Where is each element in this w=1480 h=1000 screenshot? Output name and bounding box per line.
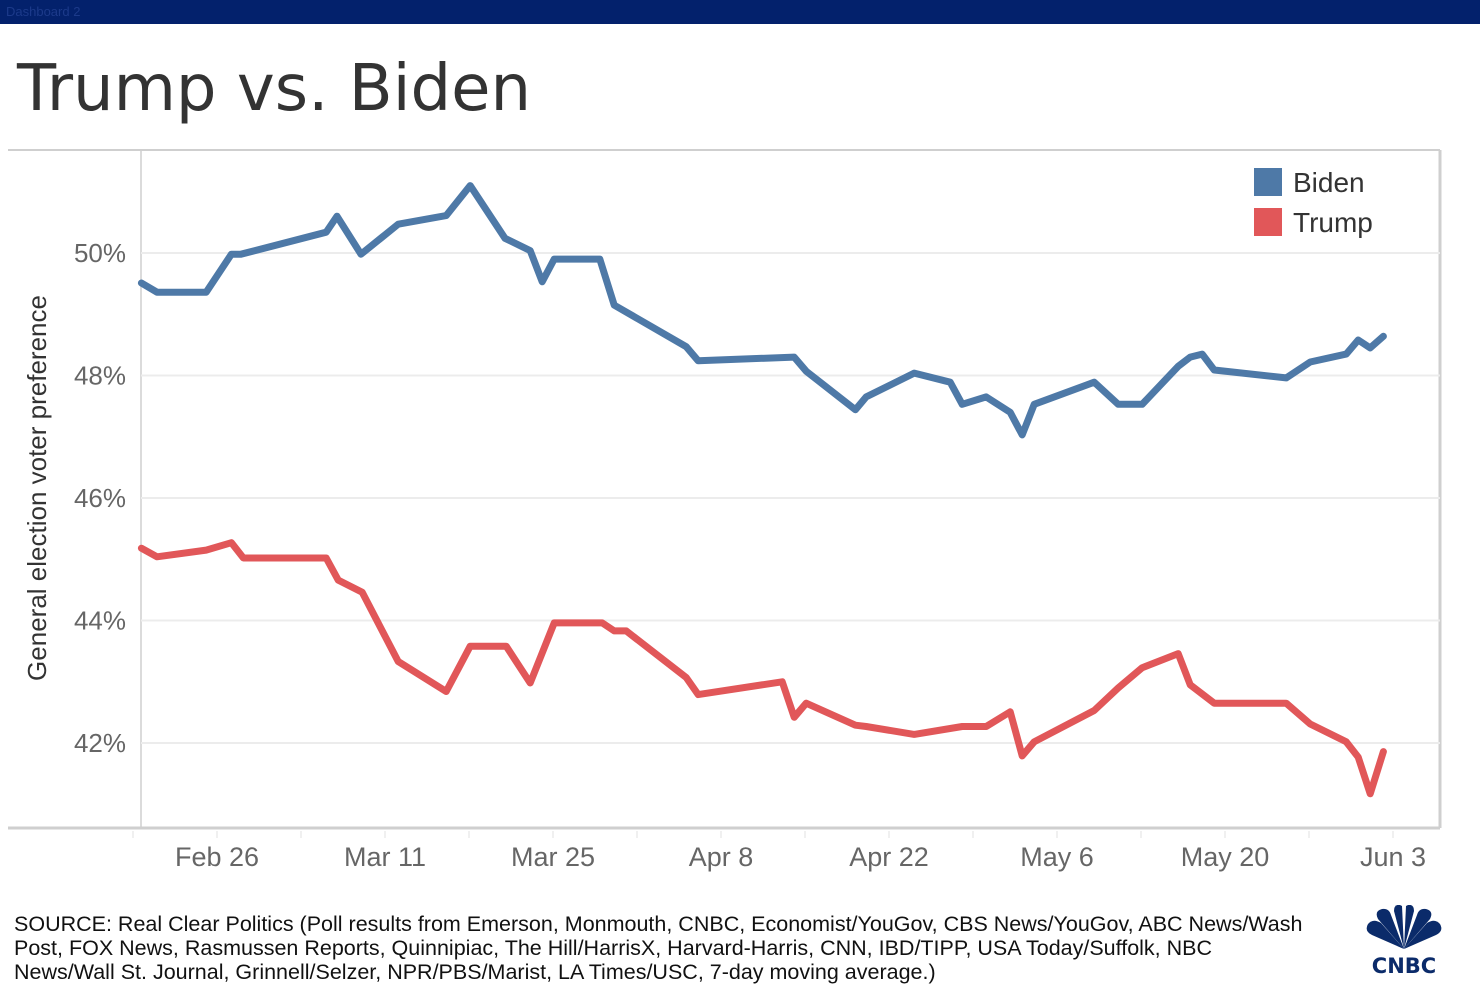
cnbc-logo-text: CNBC [1372, 954, 1436, 977]
legend: Biden Trump [1254, 167, 1373, 238]
x-tick-label: Jun 3 [1360, 842, 1426, 872]
legend-label-biden: Biden [1293, 167, 1365, 198]
x-tick-label: Feb 26 [175, 842, 259, 872]
cnbc-logo-icon: CNBC [1366, 905, 1442, 977]
y-tick-label: 50% [74, 238, 126, 268]
legend-swatch-trump [1254, 208, 1282, 236]
window-title: Dashboard 2 [6, 4, 81, 19]
gridlines [141, 252, 1440, 744]
series-line-trump [137, 539, 1387, 798]
series-line-biden [137, 182, 1387, 439]
x-tick-label: May 20 [1181, 842, 1270, 872]
page-title: Trump vs. Biden [17, 52, 532, 126]
legend-swatch-biden [1254, 168, 1282, 196]
line-chart: 42% 44% 46% 48% 50% Feb 26 Mar 11 Mar 25 Apr 8 A… [8, 149, 1442, 872]
window-titlebar: Dashboard 2 [0, 0, 1480, 24]
x-tick-label: Mar 25 [511, 842, 595, 872]
legend-label-trump: Trump [1293, 207, 1373, 238]
y-tick-label: 46% [74, 483, 126, 513]
x-tick-label: Mar 11 [344, 842, 426, 872]
source-note: SOURCE: Real Clear Politics (Poll result… [14, 912, 1303, 984]
x-tick-label: May 6 [1020, 842, 1094, 872]
y-tick-label: 42% [74, 728, 126, 758]
y-tick-label: 48% [74, 361, 126, 391]
y-axis: 42% 44% 46% 48% 50% [74, 238, 126, 758]
x-tick-label: Apr 8 [689, 842, 754, 872]
y-axis-label: General election voter preference [22, 295, 52, 681]
series-lines [137, 182, 1387, 798]
y-tick-label: 44% [74, 606, 126, 636]
chart-frame [8, 149, 1442, 830]
x-axis: Feb 26 Mar 11 Mar 25 Apr 8 Apr 22 May 6 May 20… [132, 831, 1426, 872]
x-tick-label: Apr 22 [849, 842, 929, 872]
